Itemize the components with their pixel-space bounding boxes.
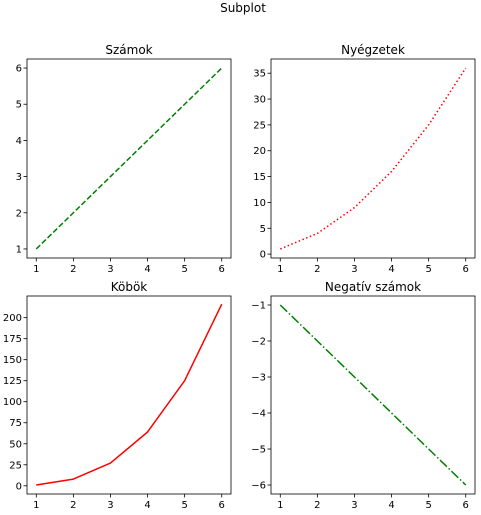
x-tick-label: 3 xyxy=(351,500,357,511)
x-tick-label: 5 xyxy=(425,500,431,511)
y-tick-label: 20 xyxy=(253,146,266,157)
subplot-4: Negatív számok 1 2 3 4 5 6 −1 −2 −3 −4 −5 −6 xyxy=(251,280,476,511)
y-tick-label: 15 xyxy=(253,172,266,183)
y-tick-label: 125 xyxy=(3,376,22,387)
figure-suptitle: Subplot xyxy=(220,1,266,15)
y-tick-label: 75 xyxy=(9,418,22,429)
x-tick-label: 3 xyxy=(107,264,113,275)
y-tick-label: 35 xyxy=(253,69,266,80)
series-line xyxy=(36,303,223,486)
x-tick-label: 1 xyxy=(33,264,39,275)
x-tick-label: 4 xyxy=(144,500,150,511)
x-tick-label: 1 xyxy=(277,264,283,275)
x-tick-label: 6 xyxy=(219,500,225,511)
y-tick-label: 1 xyxy=(16,244,22,255)
y-tick-label: −4 xyxy=(251,409,266,420)
x-tick-label: 2 xyxy=(70,500,76,511)
y-tick-label: 2 xyxy=(16,208,22,219)
y-tick-label: 25 xyxy=(253,120,266,131)
y-tick-label: 150 xyxy=(3,355,22,366)
x-tick-label: 2 xyxy=(314,264,320,275)
y-tick-label: 25 xyxy=(9,460,22,471)
y-tick-label: 10 xyxy=(253,198,266,209)
subplot-title: Negatív számok xyxy=(325,280,421,294)
x-tick-label: 5 xyxy=(181,500,187,511)
x-tick-label: 6 xyxy=(463,264,469,275)
x-tick-label: 4 xyxy=(388,500,394,511)
y-tick-label: 4 xyxy=(16,136,22,147)
x-tick-label: 2 xyxy=(314,500,320,511)
subplot-title: Számok xyxy=(105,43,152,57)
x-tick-label: 2 xyxy=(70,264,76,275)
axes-frame xyxy=(26,58,232,259)
y-tick-label: 5 xyxy=(16,100,22,111)
y-tick-label: 200 xyxy=(3,313,22,324)
series-line xyxy=(279,304,467,486)
axes-frame xyxy=(26,295,232,495)
subplot-title: Nyégzetek xyxy=(341,43,405,57)
y-tick-label: 0 xyxy=(260,250,266,261)
subplot-2: Nyégzetek 1 2 3 4 5 6 0 5 10 15 20 25 30 35 xyxy=(253,43,476,275)
y-tick-label: −3 xyxy=(251,373,266,384)
x-tick-label: 3 xyxy=(107,500,113,511)
series-line xyxy=(35,67,223,250)
x-tick-label: 5 xyxy=(181,264,187,275)
x-tick-label: 4 xyxy=(144,264,150,275)
y-tick-label: 175 xyxy=(3,334,22,345)
y-tick-label: 3 xyxy=(16,172,22,183)
subplot-title: Köbök xyxy=(111,280,148,294)
subplot-3: Köbök 1 2 3 4 5 6 0 25 50 75 100 125 150 175 200 xyxy=(3,280,232,511)
y-tick-label: 30 xyxy=(253,95,266,106)
y-tick-label: 5 xyxy=(260,224,266,235)
y-tick-label: 100 xyxy=(3,397,22,408)
subplot-1: Számok 1 2 3 4 5 6 1 2 3 4 5 6 xyxy=(16,43,232,275)
x-tick-label: 3 xyxy=(351,264,357,275)
x-tick-label: 5 xyxy=(425,264,431,275)
y-tick-label: −2 xyxy=(251,337,266,348)
x-tick-label: 4 xyxy=(388,264,394,275)
axes-frame xyxy=(270,295,476,495)
axes-frame xyxy=(270,58,476,259)
series-line xyxy=(279,67,467,250)
x-tick-label: 6 xyxy=(219,264,225,275)
y-tick-label: 0 xyxy=(16,481,22,492)
y-tick-label: −1 xyxy=(251,301,266,312)
x-tick-label: 1 xyxy=(277,500,283,511)
x-tick-label: 6 xyxy=(463,500,469,511)
y-tick-label: −5 xyxy=(251,445,266,456)
y-tick-label: 6 xyxy=(16,64,22,75)
y-tick-label: 50 xyxy=(9,439,22,450)
x-tick-label: 1 xyxy=(33,500,39,511)
y-tick-label: −6 xyxy=(251,481,266,492)
